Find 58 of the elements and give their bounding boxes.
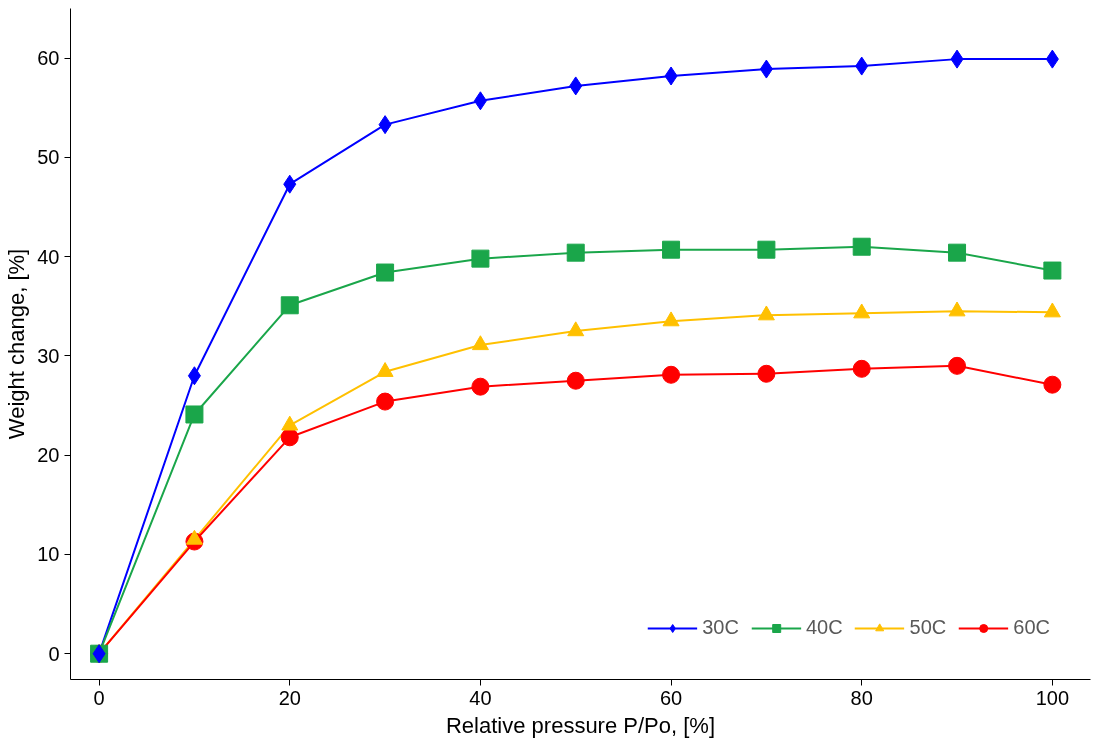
point: [566, 243, 585, 262]
point: [280, 296, 299, 315]
point: [376, 392, 395, 411]
point: [1043, 261, 1062, 280]
point: [283, 174, 297, 194]
point: [471, 249, 490, 268]
y-tick-label: 60: [37, 47, 60, 70]
x-tick-label: 0: [93, 686, 105, 709]
x-tick-label: 100: [1035, 686, 1070, 709]
y-tick-label: 20: [37, 444, 60, 467]
y-tick-label: 30: [37, 344, 60, 367]
point: [1043, 302, 1061, 318]
point: [1045, 49, 1059, 69]
point: [664, 66, 678, 86]
point: [185, 529, 203, 545]
legend-label: 50C: [909, 616, 947, 639]
x-tick-label: 20: [278, 686, 301, 709]
point: [566, 371, 585, 390]
point: [948, 301, 966, 317]
point: [662, 311, 680, 327]
x-tick-label: 40: [469, 686, 492, 709]
point: [757, 240, 776, 259]
point: [759, 59, 773, 79]
legend-label: 30C: [702, 616, 739, 639]
y-axis-title: Weight change, [%]: [4, 248, 30, 440]
point: [855, 56, 869, 76]
point: [281, 415, 299, 431]
point: [185, 405, 204, 424]
x-tick-label: 60: [659, 686, 683, 709]
point: [852, 359, 871, 378]
point: [853, 303, 871, 319]
point: [948, 243, 967, 262]
point: [757, 305, 775, 321]
y-tick-label: 0: [48, 642, 60, 665]
point: [569, 76, 583, 96]
point: [852, 237, 871, 256]
point: [376, 362, 394, 377]
point: [1043, 375, 1062, 394]
point: [662, 240, 681, 259]
y-tick-label: 50: [37, 146, 60, 169]
point: [757, 364, 776, 383]
legend-label: 40C: [805, 616, 843, 639]
y-tick-label: 40: [37, 245, 60, 268]
point: [280, 428, 299, 447]
point: [376, 263, 395, 282]
x-tick-label: 80: [850, 686, 873, 709]
point: [471, 377, 490, 396]
legend-label: 60C: [1013, 616, 1050, 639]
y-tick-label: 10: [37, 543, 60, 566]
point: [378, 115, 392, 135]
point: [567, 321, 585, 337]
point: [950, 49, 964, 69]
point: [473, 91, 487, 111]
point: [187, 366, 201, 386]
x-axis-title: Relative pressure P/Po, [%]: [446, 712, 716, 738]
point: [662, 365, 681, 384]
point: [471, 335, 489, 351]
point: [948, 356, 967, 375]
